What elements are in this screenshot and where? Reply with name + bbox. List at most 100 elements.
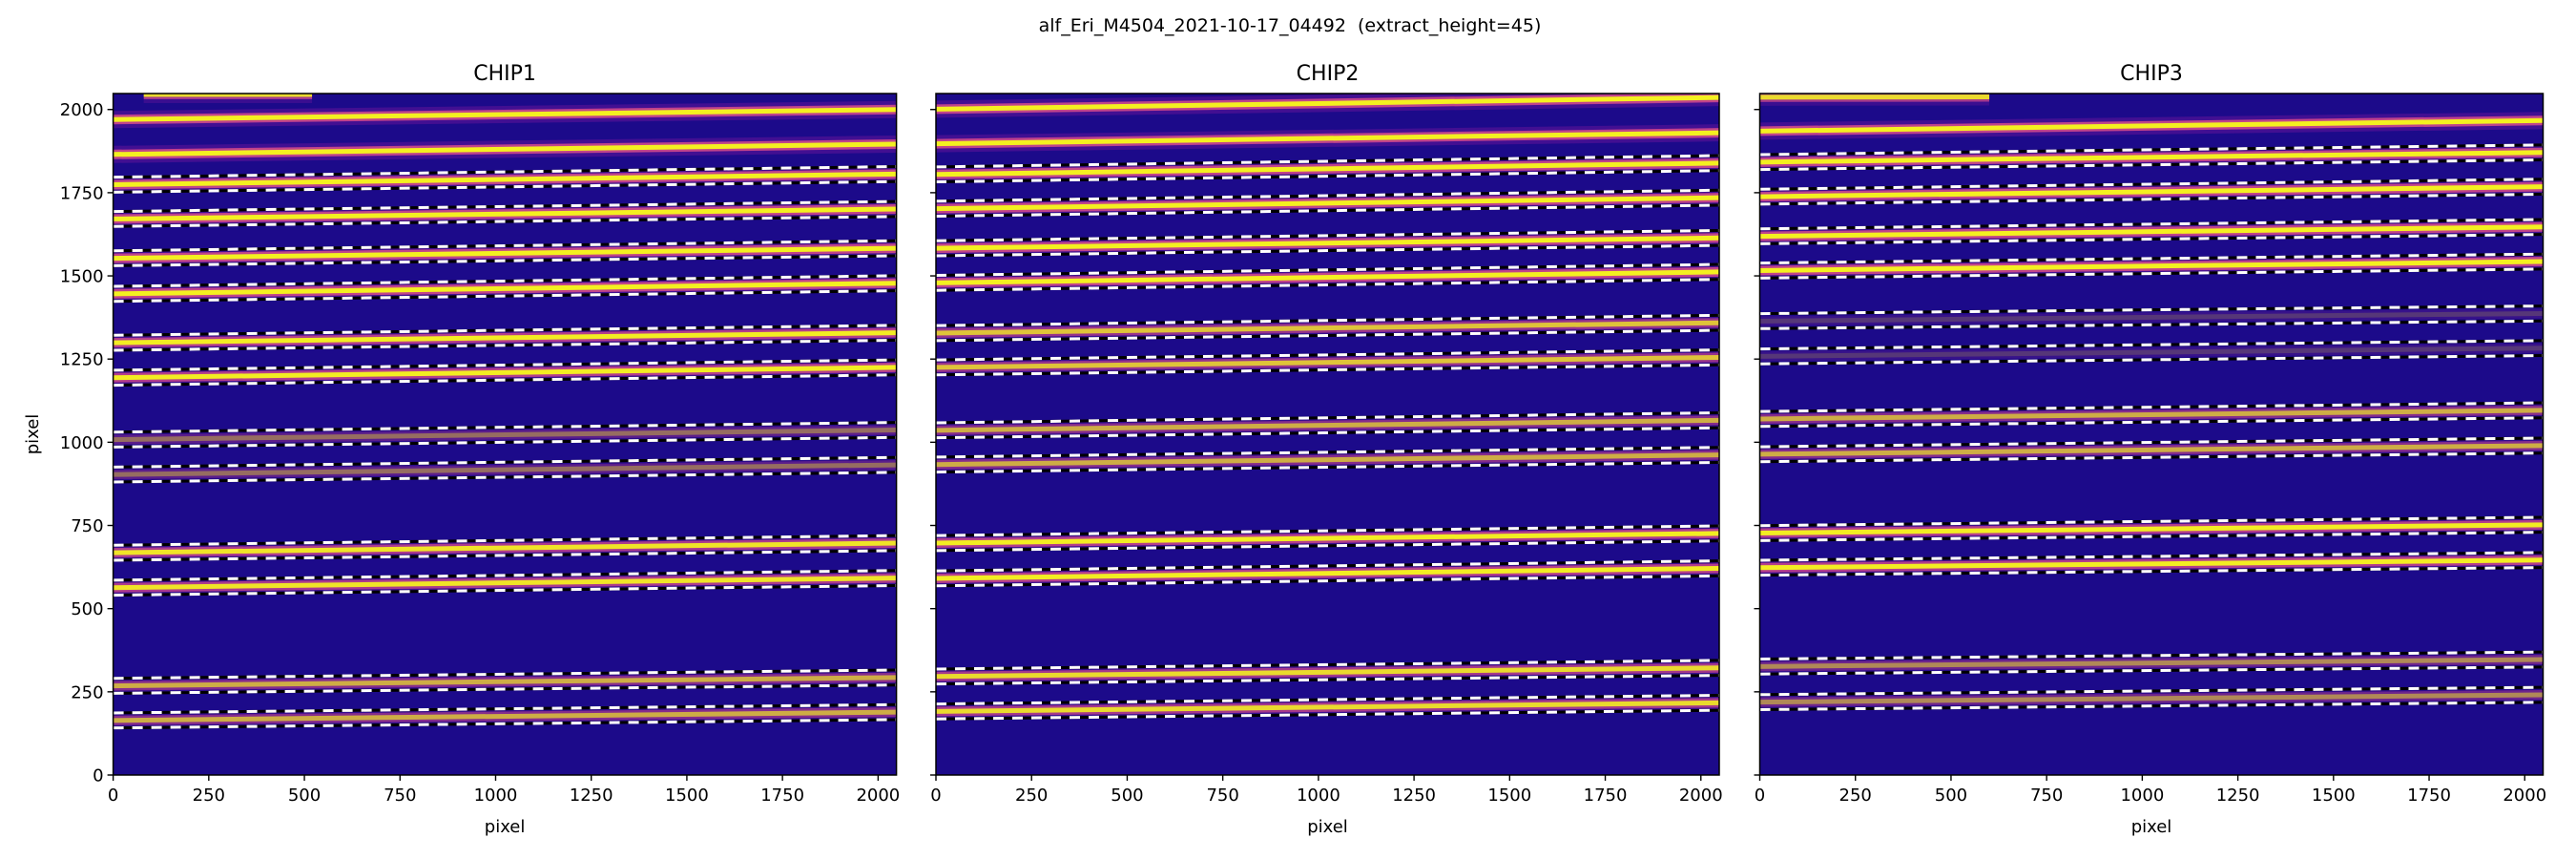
trace-order bbox=[936, 348, 1719, 377]
extraction-boundary-dashed bbox=[936, 674, 1719, 686]
trace-core bbox=[936, 354, 1719, 370]
trace-core bbox=[113, 107, 897, 122]
trace-order bbox=[113, 534, 897, 562]
extraction-boundary-dashed bbox=[1759, 252, 2544, 265]
extraction-boundary-dashed bbox=[1759, 416, 2544, 429]
trace-order bbox=[936, 559, 1719, 588]
extraction-boundary-dashed bbox=[936, 708, 1719, 721]
extraction-boundary-dashed bbox=[936, 154, 1719, 169]
y-tick-label: 1750 bbox=[60, 183, 104, 203]
extraction-boundary-dashed bbox=[1759, 551, 2544, 562]
trace-core bbox=[936, 195, 1719, 212]
extraction-boundary-dashed bbox=[936, 363, 1719, 377]
trace-core bbox=[113, 281, 897, 297]
extraction-boundary-dashed bbox=[1759, 233, 2544, 245]
trace-order bbox=[113, 135, 897, 163]
trace-core bbox=[1759, 224, 2544, 240]
trace-order bbox=[1759, 252, 2544, 280]
extraction-boundary-dashed bbox=[113, 215, 897, 228]
trace-halo bbox=[113, 456, 897, 484]
trace-order bbox=[113, 274, 897, 304]
extraction-boundary-dashed bbox=[936, 411, 1719, 425]
extraction-boundary-dashed bbox=[113, 254, 897, 267]
trace-core bbox=[113, 540, 897, 555]
trace-order bbox=[936, 659, 1719, 686]
extraction-boundary-dashed bbox=[1759, 515, 2544, 528]
extraction-boundary-dashed bbox=[1759, 650, 2544, 661]
panel-chip3: CHIP3 0 250 500 750 1000 1250 1500 1750 2000 pixel bbox=[1754, 62, 2546, 837]
extraction-boundary-dashed bbox=[936, 559, 1719, 573]
x-tick-label: 1500 bbox=[2312, 786, 2356, 806]
trace-core bbox=[113, 245, 897, 262]
trace-order bbox=[936, 188, 1719, 218]
extraction-boundary-dashed bbox=[1759, 451, 2544, 464]
x-tick-label: 1500 bbox=[1487, 786, 1531, 806]
x-tick-label: 750 bbox=[1206, 786, 1238, 806]
trace-order bbox=[936, 411, 1719, 440]
trace-order bbox=[113, 455, 897, 484]
extraction-boundary-dashed bbox=[936, 203, 1719, 218]
trace-core bbox=[1759, 657, 2544, 669]
extraction-boundary-dashed bbox=[113, 718, 897, 730]
extraction-boundary-dashed bbox=[113, 339, 897, 352]
trace-halo bbox=[1759, 685, 2544, 711]
extraction-boundary-dashed bbox=[936, 426, 1719, 440]
extraction-boundary-dashed bbox=[936, 188, 1719, 203]
trace-wing bbox=[1759, 308, 2544, 326]
extraction-boundary-dashed bbox=[113, 549, 897, 562]
extraction-boundary-dashed bbox=[1759, 665, 2544, 676]
trace-core bbox=[113, 427, 897, 443]
trace-core bbox=[936, 565, 1719, 581]
trace-order bbox=[1759, 551, 2544, 577]
trace-order bbox=[1759, 112, 2544, 140]
extraction-boundary-dashed bbox=[113, 534, 897, 547]
trace-order bbox=[936, 694, 1719, 721]
trace-order bbox=[936, 446, 1719, 474]
trace-order bbox=[1759, 650, 2544, 676]
panel-chip2: CHIP2 0 250 500 750 1000 1250 1500 1750 2000 pixel bbox=[930, 62, 1723, 837]
trace-wing bbox=[1759, 689, 2544, 707]
trace-order bbox=[113, 421, 897, 449]
extraction-boundary-dashed bbox=[936, 348, 1719, 362]
x-tick-label: 2000 bbox=[1679, 786, 1723, 806]
trace-halo bbox=[1759, 304, 2544, 330]
trace-core bbox=[1759, 443, 2544, 457]
trace-core bbox=[113, 709, 897, 723]
trace-core bbox=[936, 531, 1719, 546]
trace-order bbox=[113, 100, 897, 129]
trace-core bbox=[936, 160, 1719, 178]
extraction-boundary-dashed bbox=[113, 569, 897, 582]
extraction-boundary-dashed bbox=[113, 165, 897, 179]
y-tick-label: 1250 bbox=[60, 350, 104, 370]
trace-halo bbox=[1759, 339, 2544, 366]
x-tick-label: 1250 bbox=[2216, 786, 2260, 806]
trace-order bbox=[1759, 178, 2544, 206]
y-tick-label: 1500 bbox=[60, 267, 104, 287]
y-tick-label: 2000 bbox=[60, 100, 104, 120]
extraction-boundary-dashed bbox=[113, 373, 897, 388]
trace-order bbox=[1759, 304, 2544, 330]
extraction-boundary-dashed bbox=[1759, 192, 2544, 206]
extraction-boundary-dashed bbox=[113, 179, 897, 194]
panel-chip1: CHIP1 0 250 500 750 1000 1250 1500 1750 2000 pixel… bbox=[60, 62, 900, 837]
extraction-boundary-dashed bbox=[1759, 178, 2544, 191]
trace-core bbox=[1759, 259, 2544, 273]
extraction-boundary-dashed bbox=[936, 694, 1719, 706]
y-tick-label: 1000 bbox=[60, 433, 104, 453]
trace-order bbox=[1759, 436, 2544, 464]
x-tick-label: 250 bbox=[1015, 786, 1048, 806]
extraction-boundary-dashed bbox=[936, 169, 1719, 184]
trace-core bbox=[1759, 346, 2544, 359]
trace-order bbox=[1759, 401, 2544, 429]
extraction-boundary-dashed bbox=[936, 262, 1719, 278]
x-tick-label: 0 bbox=[1755, 786, 1765, 806]
trace-core bbox=[936, 94, 1719, 112]
trace-order bbox=[936, 124, 1719, 153]
y-tick-label: 250 bbox=[71, 682, 103, 702]
trace-order bbox=[1759, 143, 2544, 172]
extraction-boundary-dashed bbox=[1759, 339, 2544, 351]
x-tick-label: 750 bbox=[384, 786, 416, 806]
x-tick-label: 1750 bbox=[2407, 786, 2451, 806]
extraction-boundary-dashed bbox=[113, 199, 897, 214]
extraction-boundary-dashed bbox=[113, 471, 897, 484]
